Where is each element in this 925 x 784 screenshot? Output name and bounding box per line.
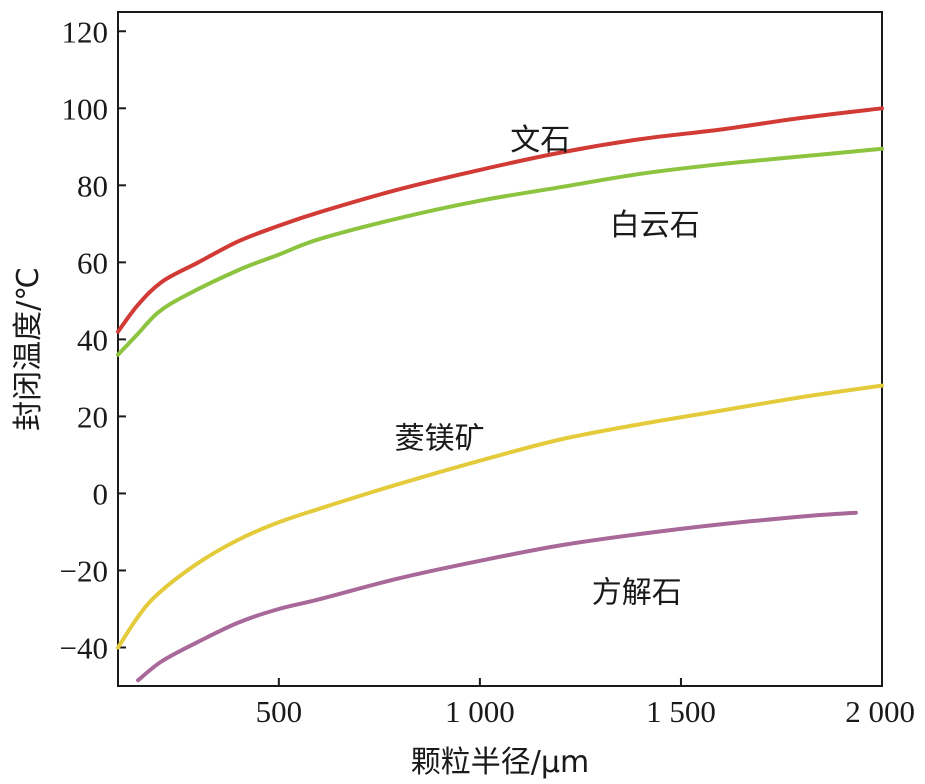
series-label: 方解石 [592, 576, 682, 611]
y-tick-label: 40 [77, 322, 108, 357]
x-tick-label: 1 500 [646, 694, 716, 729]
x-tick-label: 2 000 [845, 694, 915, 729]
y-tick-label: 100 [62, 91, 109, 126]
y-tick-label: 20 [77, 399, 108, 434]
series-group [116, 106, 884, 683]
y-tick-label: 120 [62, 14, 109, 49]
series-line [136, 510, 858, 683]
x-tick-label: 1 000 [445, 694, 515, 729]
y-axis-title: 封闭温度/℃ [11, 267, 46, 431]
x-axis-title: 颗粒半径/μm [411, 745, 589, 780]
series-line [116, 106, 884, 334]
axis-ticks: 120 100 80 60 40 20 0 −20 −40 500 1 000 1 500 2 000 [60, 14, 915, 729]
y-tick-label: −40 [60, 630, 108, 665]
series-line [116, 146, 884, 357]
series-label: 文石 [510, 123, 570, 158]
y-tick-label: 0 [93, 476, 109, 511]
y-tick-label: 80 [77, 168, 108, 203]
plot-frame [117, 11, 883, 687]
x-tick-label: 500 [256, 694, 303, 729]
series-line [116, 383, 884, 650]
y-tick-label: 60 [77, 245, 108, 280]
y-tick-label: −20 [60, 553, 108, 588]
series-label: 菱镁矿 [395, 422, 485, 457]
series-label: 白云石 [610, 208, 700, 243]
